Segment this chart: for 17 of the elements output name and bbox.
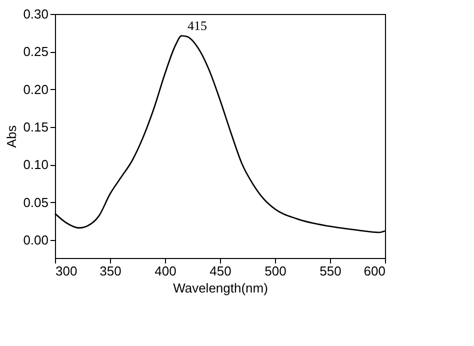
y-tick-label: 0.30	[23, 6, 48, 22]
x-tick-label: 450	[210, 264, 232, 278]
y-axis-title: Abs	[4, 124, 20, 148]
x-tick-label: 600	[364, 264, 386, 278]
annotation: 415	[188, 18, 207, 33]
x-tick-label: 400	[154, 264, 176, 278]
y-tick-label: 0.00	[23, 232, 48, 248]
y-tick-label: 0.05	[23, 194, 48, 210]
x-tick-label: 350	[100, 264, 122, 278]
y-tick-label: 0.25	[23, 44, 48, 60]
x-tick-label: 550	[320, 264, 342, 278]
x-tick-label: 500	[264, 264, 286, 278]
y-tick-label: 0.10	[23, 157, 48, 172]
y-tick-label: 0.20	[23, 82, 48, 97]
x-tick-label: 300	[56, 264, 78, 278]
y-tick-label: 0.15	[23, 119, 48, 134]
x-axis-title: Wavelength(nm)	[173, 280, 268, 296]
